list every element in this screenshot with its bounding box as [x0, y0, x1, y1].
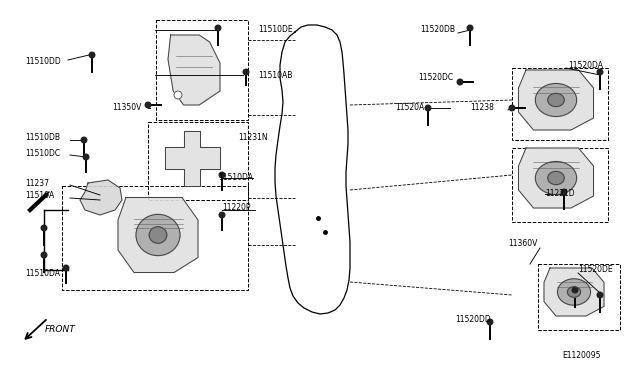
Text: E1120095: E1120095 [562, 350, 600, 359]
Circle shape [597, 69, 603, 75]
Circle shape [487, 319, 493, 325]
Circle shape [81, 137, 87, 143]
Bar [156, 20, 248, 120]
Text: 11520DA: 11520DA [568, 61, 603, 70]
Text: 11510DA: 11510DA [25, 269, 60, 278]
Polygon shape [164, 131, 220, 186]
Text: 11520DB: 11520DB [420, 26, 455, 35]
Bar [148, 122, 248, 200]
Text: 11231N: 11231N [238, 134, 268, 142]
Circle shape [215, 25, 221, 31]
Text: 11510DB: 11510DB [25, 132, 60, 141]
Circle shape [219, 172, 225, 178]
Text: 11520DE: 11520DE [578, 266, 612, 275]
Bar [62, 186, 248, 290]
Circle shape [89, 52, 95, 58]
Text: 11220P: 11220P [222, 203, 250, 212]
Text: 11510DA: 11510DA [218, 173, 253, 183]
Text: 11520DD: 11520DD [455, 315, 491, 324]
Circle shape [509, 105, 515, 111]
Polygon shape [118, 198, 198, 273]
Circle shape [83, 154, 89, 160]
Circle shape [243, 69, 249, 75]
Circle shape [41, 225, 47, 231]
Text: 11360V: 11360V [508, 240, 538, 248]
Polygon shape [518, 148, 593, 208]
Circle shape [561, 189, 567, 195]
Text: 11510AB: 11510AB [258, 71, 292, 80]
Bar [538, 264, 620, 330]
Circle shape [41, 252, 47, 258]
Ellipse shape [174, 91, 182, 99]
Ellipse shape [548, 171, 564, 185]
Polygon shape [80, 180, 122, 215]
Text: 11510DE: 11510DE [258, 26, 292, 35]
Text: FRONT: FRONT [45, 326, 76, 334]
Text: 11237: 11237 [25, 179, 49, 187]
Polygon shape [544, 268, 604, 316]
Circle shape [219, 212, 225, 218]
Text: 11510DC: 11510DC [25, 148, 60, 157]
Polygon shape [518, 70, 593, 130]
Text: 11350V: 11350V [112, 103, 141, 112]
Ellipse shape [568, 287, 580, 297]
Ellipse shape [536, 161, 577, 195]
Text: 11520DC: 11520DC [418, 74, 453, 83]
Text: 11238: 11238 [470, 103, 494, 112]
Text: 11510A: 11510A [25, 192, 54, 201]
Circle shape [457, 79, 463, 85]
Circle shape [145, 102, 151, 108]
Circle shape [425, 105, 431, 111]
Circle shape [597, 292, 603, 298]
Ellipse shape [557, 279, 591, 305]
Ellipse shape [548, 93, 564, 107]
Polygon shape [168, 35, 220, 105]
Ellipse shape [149, 227, 167, 243]
Circle shape [467, 25, 473, 31]
Text: 11221D: 11221D [545, 189, 575, 199]
Text: 11510DD: 11510DD [25, 58, 61, 67]
Text: 11520A: 11520A [395, 103, 424, 112]
Circle shape [63, 265, 69, 271]
Ellipse shape [536, 83, 577, 116]
Bar [512, 68, 608, 140]
Ellipse shape [136, 214, 180, 256]
Bar [512, 148, 608, 222]
Circle shape [572, 287, 578, 293]
